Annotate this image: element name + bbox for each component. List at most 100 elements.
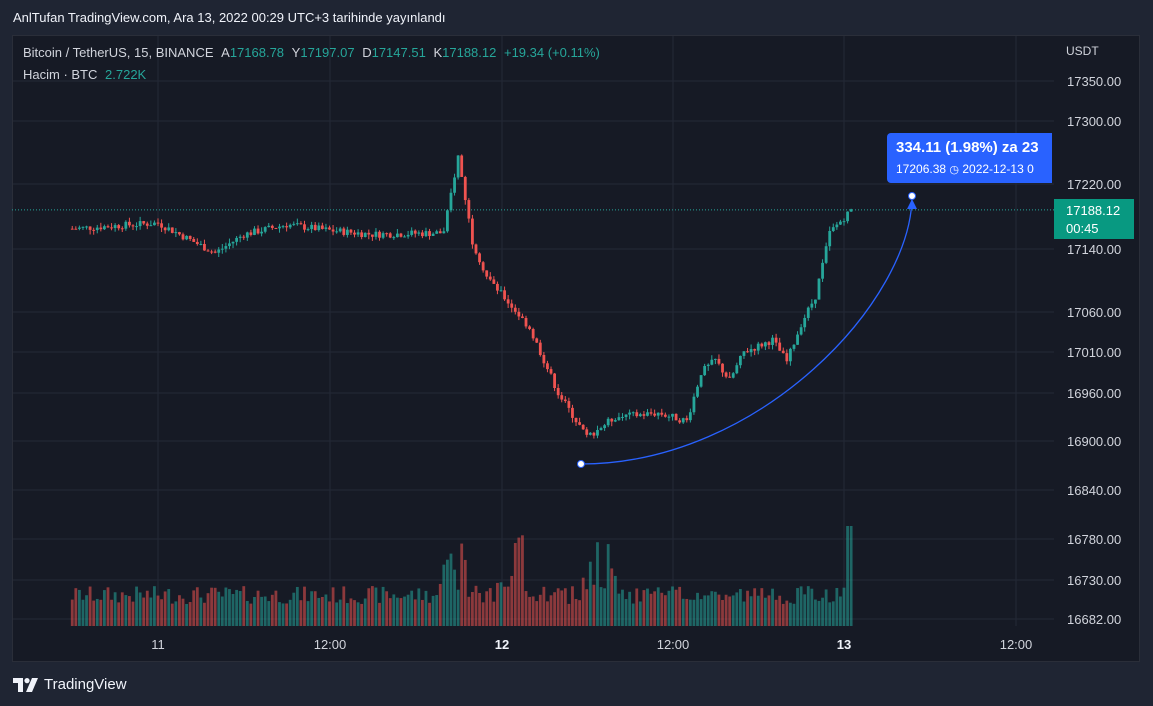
clock-icon: ◷ <box>949 164 960 176</box>
volume-bar <box>320 596 324 626</box>
candle-body <box>492 279 496 284</box>
candle-body <box>328 227 331 230</box>
volume-bar <box>499 582 503 626</box>
candle-body <box>274 227 278 229</box>
volume-bar <box>420 599 424 626</box>
current-price-tag: 17188.12 00:45 <box>1054 199 1134 239</box>
volume-bar <box>449 553 453 626</box>
change-value: +19.34 (+0.11%) <box>503 45 600 60</box>
volume-bar <box>656 587 660 626</box>
candle-body <box>603 425 607 429</box>
volume-bar <box>149 597 153 626</box>
volume-bar <box>245 600 249 626</box>
candle-body <box>463 176 467 201</box>
volume-bar <box>74 588 78 626</box>
volume-bar <box>846 526 849 626</box>
currency-label[interactable]: USDT <box>1066 44 1099 58</box>
candle-body <box>395 233 399 238</box>
volume-bar <box>578 600 582 626</box>
volume-bars <box>70 526 853 626</box>
volume-bar <box>249 603 253 626</box>
candle-body <box>456 155 460 178</box>
volume-bar <box>181 598 185 626</box>
candle-body <box>128 221 131 226</box>
measure-sub-text: 17206.38 ◷ 2022-12-13 0 <box>896 162 1034 176</box>
candle-body <box>295 223 299 225</box>
candle-body <box>478 253 481 263</box>
close-label: K <box>433 45 443 60</box>
candle-body <box>699 375 703 387</box>
price-tick: 16960.00 <box>1067 386 1122 401</box>
candle-body <box>592 432 596 436</box>
volume-bar <box>728 596 732 626</box>
volume-bar <box>814 599 817 626</box>
high-value: 17197.07 <box>300 45 355 60</box>
volume-bar <box>521 535 524 626</box>
candle-body <box>628 412 632 415</box>
volume-bar <box>635 588 639 626</box>
measure-start-point[interactable] <box>577 460 585 468</box>
volume-bar <box>356 602 360 626</box>
candle-body <box>135 226 138 228</box>
volume-bar <box>746 590 749 626</box>
volume-bar <box>646 588 649 626</box>
candle-body <box>789 348 792 362</box>
brand-logo[interactable]: TradingView <box>13 676 127 693</box>
candle-body <box>167 227 171 231</box>
ohlc-legend[interactable]: Bitcoin / TetherUS, 15, BINANCE A17168.7… <box>23 45 600 60</box>
measure-curve[interactable] <box>580 195 913 465</box>
volume-bar <box>345 603 349 626</box>
volume-bar <box>831 601 835 626</box>
volume-bar <box>781 603 785 626</box>
volume-bar <box>70 599 74 626</box>
volume-bar <box>567 603 571 626</box>
measure-end-point[interactable] <box>908 192 916 200</box>
volume-bar <box>370 586 374 626</box>
volume-bar <box>403 596 406 626</box>
candle-body <box>467 200 471 219</box>
volume-bar <box>138 592 142 626</box>
volume-bar <box>228 589 231 626</box>
candle-body <box>224 246 228 249</box>
volume-bar <box>342 586 346 626</box>
candle-body <box>746 351 749 353</box>
candle-body <box>749 349 753 353</box>
volume-bar <box>310 591 314 626</box>
low-value: 17147.51 <box>371 45 426 60</box>
volume-bar <box>806 586 810 626</box>
candle-body <box>417 232 421 234</box>
volume-bar <box>817 600 821 626</box>
volume-bar <box>417 588 421 626</box>
volume-bar <box>110 599 113 626</box>
volume-bar <box>178 595 181 626</box>
candle-body <box>220 248 224 250</box>
candle-body <box>703 366 707 376</box>
candle-body <box>671 413 674 417</box>
candle-body <box>806 307 810 318</box>
candle-body <box>481 262 485 271</box>
volume-bar <box>710 591 714 626</box>
measure-label[interactable]: 334.11 (1.98%) za 23 17206.38 ◷ 2022-12-… <box>887 133 1052 183</box>
candle-body <box>360 232 364 238</box>
candle-body <box>549 369 553 374</box>
volume-bar <box>210 587 213 626</box>
volume-bar <box>767 595 771 626</box>
candle-body <box>496 283 499 291</box>
volume-bar <box>560 590 564 626</box>
volume-legend[interactable]: Hacim · BTC 2.722K <box>23 67 146 82</box>
volume-bar <box>492 601 496 626</box>
candle-body <box>99 227 103 230</box>
measure-price: 17206.38 <box>896 162 947 176</box>
candle-body <box>292 223 296 225</box>
candle-body <box>760 343 764 347</box>
candle-body <box>203 243 206 251</box>
volume-bar <box>381 586 385 626</box>
candle-body <box>567 401 571 408</box>
candle-body <box>717 358 721 364</box>
volume-bar <box>431 595 435 626</box>
volume-bar <box>185 603 188 626</box>
symbol-name[interactable]: Bitcoin / TetherUS, 15, BINANCE <box>23 45 214 60</box>
candle-body <box>263 227 267 232</box>
volume-bar <box>660 592 664 626</box>
